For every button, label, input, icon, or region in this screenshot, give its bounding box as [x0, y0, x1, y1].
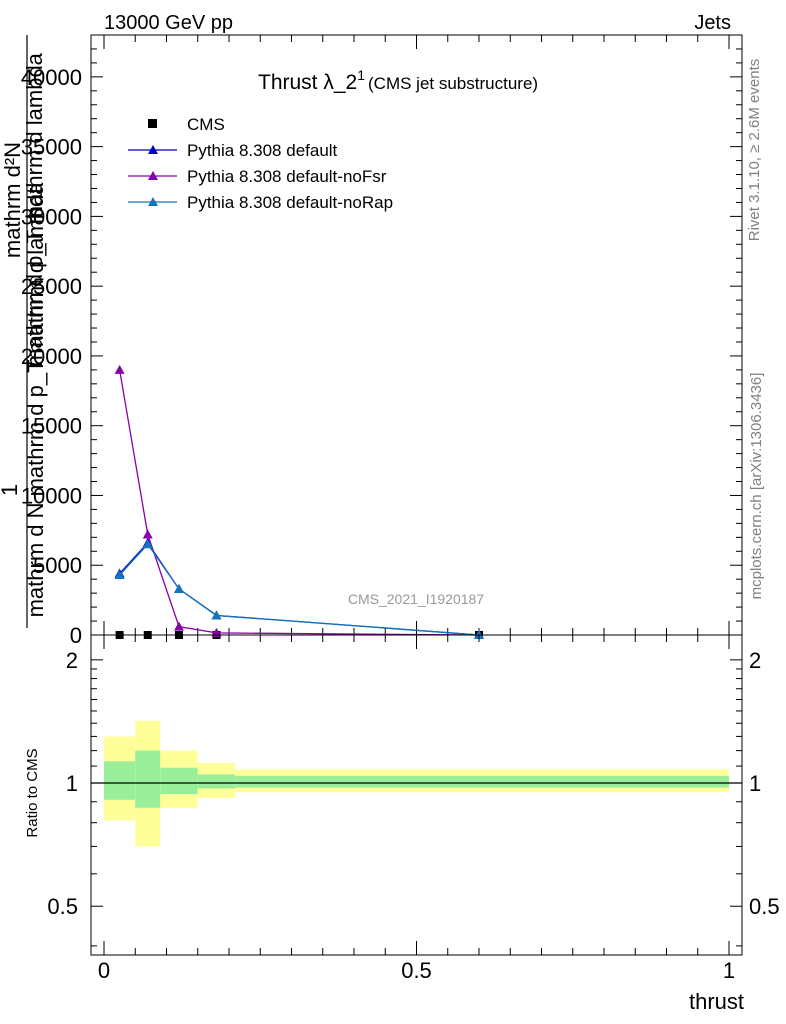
ratio-y-ticks: 0.5 0.5 1 1 2 2 [47, 648, 780, 947]
ratio-x-ticks: 0 0.5 1 [98, 635, 735, 983]
legend-label: Pythia 8.308 default-noRap [187, 193, 393, 212]
ratio-y-tick-label-right: 2 [749, 648, 761, 673]
legend-marker [148, 145, 158, 154]
legend-marker [148, 171, 158, 180]
header-category: Jets [694, 12, 731, 34]
main-y-tick-label: 35000 [21, 135, 82, 160]
series-point [114, 364, 125, 374]
series-point [174, 621, 184, 631]
main-y-tick-label: 25000 [21, 274, 82, 299]
x-tick-label: 1 [723, 958, 735, 983]
plot-title-sup: 1 [357, 67, 365, 83]
main-y-axis-label: 1 mathrm d²N mathrm d p_T mathrm d lambd… [0, 35, 48, 628]
header-energy: 13000 GeV pp [104, 12, 233, 34]
ratio-y-tick-label-left: 1 [66, 771, 78, 796]
legend-marker [148, 119, 157, 128]
main-y-tick-label: 40000 [21, 65, 82, 90]
main-y-tick-label: 15000 [21, 414, 82, 439]
plot-title-main: Thrust λ_2 [258, 71, 357, 94]
y-label-denominator: mathrm d N mathrm d p_T mathrm d lambda [23, 182, 48, 618]
legend: CMS Pythia 8.308 default Pythia 8.308 defa… [128, 115, 393, 212]
rivet-version-text: Rivet 3.1.10, ≥ 2.6M events [746, 59, 763, 242]
legend-marker [148, 197, 158, 206]
ratio-y-label: Ratio to CMS [24, 748, 41, 837]
main-y-tick-label: 20000 [21, 344, 82, 369]
legend-label: Pythia 8.308 default [187, 141, 338, 160]
ratio-y-tick-label-right: 0.5 [749, 894, 780, 919]
series-point [142, 539, 153, 549]
main-y-tick-label: 30000 [21, 204, 82, 229]
main-panel: 0 5000 10000 15000 20000 25000 30000 35000 40000… [21, 34, 743, 648]
ratio-stat-uncertainty-band [135, 750, 161, 808]
main-y-ticks: 0 5000 10000 15000 20000 25000 30000 35000 40000 [21, 34, 742, 648]
y-label-numerator-denominator: mathrm d p_T mathrm d lambda [22, 52, 47, 367]
main-y-tick-label: 10000 [21, 483, 82, 508]
series-point [142, 529, 153, 539]
series-line [119, 543, 480, 636]
y-label-one: 1 [0, 484, 22, 496]
series-1 [114, 537, 484, 639]
plot-title: Thrust λ_21 (CMS jet substructure) [258, 67, 538, 94]
ratio-stat-uncertainty-band [197, 774, 236, 789]
series-point [114, 570, 125, 579]
legend-label: Pythia 8.308 default-noFsr [187, 167, 387, 186]
ratio-stat-uncertainty-band [104, 761, 136, 800]
ratio-y-tick-label-left: 0.5 [47, 894, 78, 919]
x-axis-label: thrust [689, 989, 744, 1014]
series-point [211, 610, 222, 620]
x-tick-label: 0 [98, 958, 110, 983]
ratio-stat-uncertainty-band [235, 776, 729, 788]
ratio-stat-uncertainty-band [160, 767, 198, 795]
y-label-numerator: mathrm d²N [0, 142, 25, 258]
legend-label: CMS [187, 115, 225, 134]
ratio-y-tick-label-right: 1 [749, 771, 761, 796]
analysis-watermark: CMS_2021_I1920187 [348, 591, 484, 607]
ratio-y-tick-label-left: 2 [66, 648, 78, 673]
ratio-panel: 0.5 0.51 12 2 0 0.5 1 Ratio to CMS thrust [24, 634, 780, 1014]
main-y-tick-label: 5000 [33, 553, 82, 578]
mcplots-site-text: mcplots.cern.ch [arXiv:1306.3436] [748, 373, 765, 600]
series-point [174, 583, 184, 593]
main-y-tick-label: 0 [70, 623, 82, 648]
plot-title-sub: (CMS jet substructure) [368, 74, 538, 93]
x-tick-label: 0.5 [401, 958, 432, 983]
ratio-bands [104, 720, 729, 847]
series-3 [114, 539, 484, 639]
